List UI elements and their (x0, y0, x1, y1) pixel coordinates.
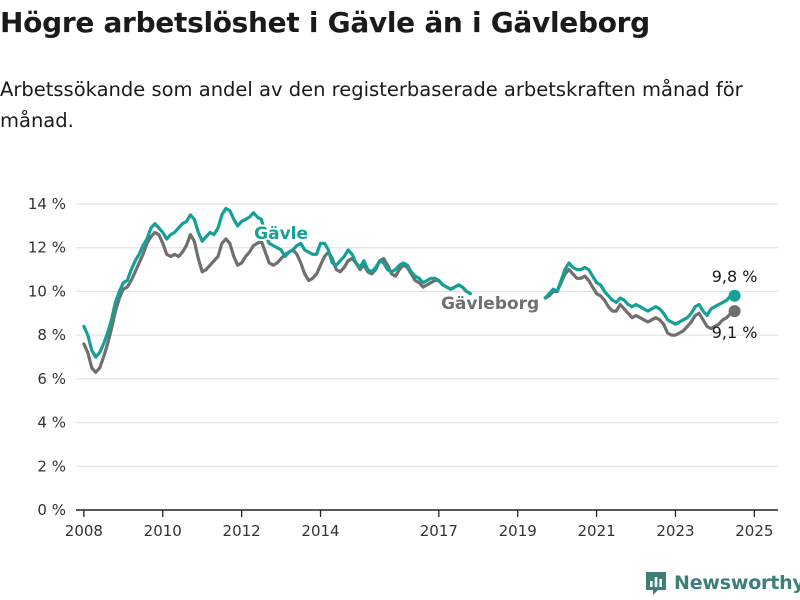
series-line-gavleborg (543, 268, 737, 337)
series-line-gavle (82, 206, 472, 359)
y-tick-label: 10 % (28, 282, 66, 300)
end-label-gavleborg: 9,1 % (712, 323, 758, 342)
x-tick-label: 2008 (65, 522, 103, 540)
series-labels: Gävle Gävleborg 9,8 % 9,1 % (252, 222, 758, 342)
bar-chart-logo-icon (646, 572, 666, 595)
y-tick-label: 0 % (37, 501, 66, 519)
brand-name: Newsworthy (674, 572, 800, 594)
x-tick-label: 2010 (144, 522, 182, 540)
y-axis-ticks: 0 % 2 % 4 % 6 % 8 % 10 % 12 % 14 % (28, 195, 66, 519)
y-tick-label: 8 % (37, 326, 66, 344)
series-label-gavleborg: Gävleborg (441, 294, 539, 314)
end-label-gavle: 9,8 % (712, 267, 758, 286)
y-tick-label: 14 % (28, 195, 66, 213)
chart-subtitle: Arbetssökande som andel av den registerb… (0, 78, 743, 132)
y-tick-label: 2 % (37, 457, 66, 475)
series-label-gavle: Gävle (254, 224, 308, 244)
y-tick-label: 6 % (37, 370, 66, 388)
end-point-gavleborg (728, 305, 741, 318)
x-axis: 2008 2010 2012 2014 2017 2019 2021 2023 2025 (65, 509, 778, 540)
series-line-gavle (543, 261, 737, 326)
x-tick-label: 2023 (656, 522, 694, 540)
brand-logo[interactable]: Newsworthy (644, 570, 800, 596)
x-tick-label: 2021 (577, 522, 615, 540)
x-tick-label: 2025 (735, 522, 773, 540)
series-line-gavleborg (82, 230, 472, 374)
x-tick-label: 2012 (223, 522, 261, 540)
end-point-gavle (728, 289, 741, 302)
chart-title: Högre arbetslöshet i Gävle än i Gävlebor… (0, 6, 650, 39)
y-tick-label: 12 % (28, 239, 66, 257)
x-tick-label: 2017 (420, 522, 458, 540)
grid-lines (76, 203, 778, 467)
y-tick-label: 4 % (37, 414, 66, 432)
series-lines (82, 206, 741, 374)
x-tick-label: 2014 (301, 522, 339, 540)
x-tick-label: 2019 (499, 522, 537, 540)
